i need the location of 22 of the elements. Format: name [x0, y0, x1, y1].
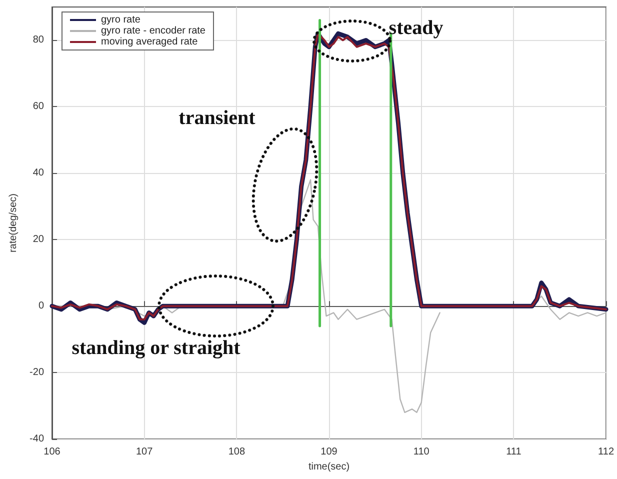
legend-label: gyro rate - encoder rate	[101, 26, 206, 36]
x-tick-label: 110	[413, 446, 430, 458]
y-tick-label: 20	[32, 234, 44, 246]
y-tick-label: 60	[32, 101, 44, 112]
y-tick-label: 0	[38, 300, 44, 312]
y-tick-label: 40	[32, 168, 44, 179]
legend-label: moving averaged rate	[101, 36, 198, 48]
legend-label: gyro rate	[101, 14, 141, 26]
x-axis-title: time(sec)	[308, 461, 350, 472]
x-tick-label: 107	[136, 446, 154, 458]
annotation: transient	[178, 107, 256, 129]
y-tick-label: -20	[30, 367, 44, 378]
x-tick-label: 108	[228, 446, 246, 458]
y-tick-label: -40	[30, 434, 44, 444]
y-axis-title: rate(deg/sec)	[8, 194, 20, 252]
annotation: standing or straight	[72, 337, 241, 359]
x-tick-label: 111	[506, 446, 522, 458]
x-tick-label: 112	[598, 446, 614, 458]
y-tick-label: 80	[32, 34, 44, 46]
x-tick-label: 109	[320, 446, 338, 458]
x-tick-label: 106	[44, 446, 61, 458]
annotation: steady	[388, 17, 444, 39]
